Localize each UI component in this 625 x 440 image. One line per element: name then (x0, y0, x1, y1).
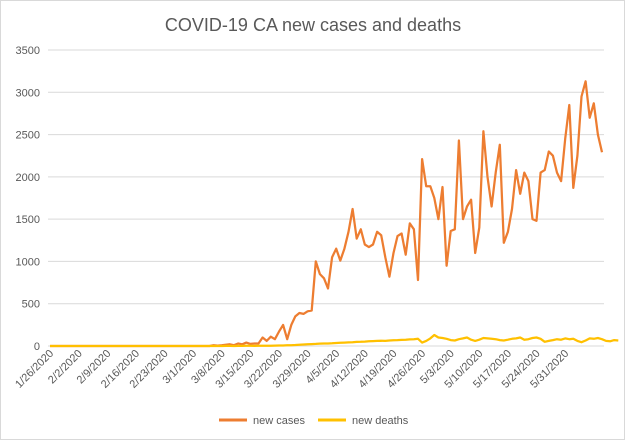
series-line-new-cases (50, 80, 604, 348)
series-lines (50, 80, 619, 348)
x-axis-labels: 1/26/20202/2/20202/9/20202/16/20202/23/2… (13, 348, 571, 391)
y-tick-label: 0 (34, 341, 40, 353)
x-tick-label: 1/26/2020 (13, 348, 56, 391)
y-tick-label: 1500 (16, 214, 40, 226)
chart-title: COVID-19 CA new cases and deaths (165, 15, 461, 35)
y-tick-label: 2000 (16, 172, 40, 184)
legend-label-new-deaths: new deaths (352, 415, 409, 427)
series-line-new-deaths (50, 333, 619, 348)
y-tick-label: 500 (22, 299, 40, 311)
y-tick-label: 1000 (16, 256, 40, 268)
gridlines (48, 49, 604, 347)
legend-label-new-cases: new cases (253, 415, 305, 427)
y-tick-label: 2500 (16, 130, 40, 142)
y-axis-labels: 0 500 1000 1500 2000 2500 3000 3500 (16, 45, 40, 353)
y-tick-label: 3000 (16, 87, 40, 99)
legend: new cases new deaths (219, 415, 409, 427)
y-tick-label: 3500 (16, 45, 40, 57)
